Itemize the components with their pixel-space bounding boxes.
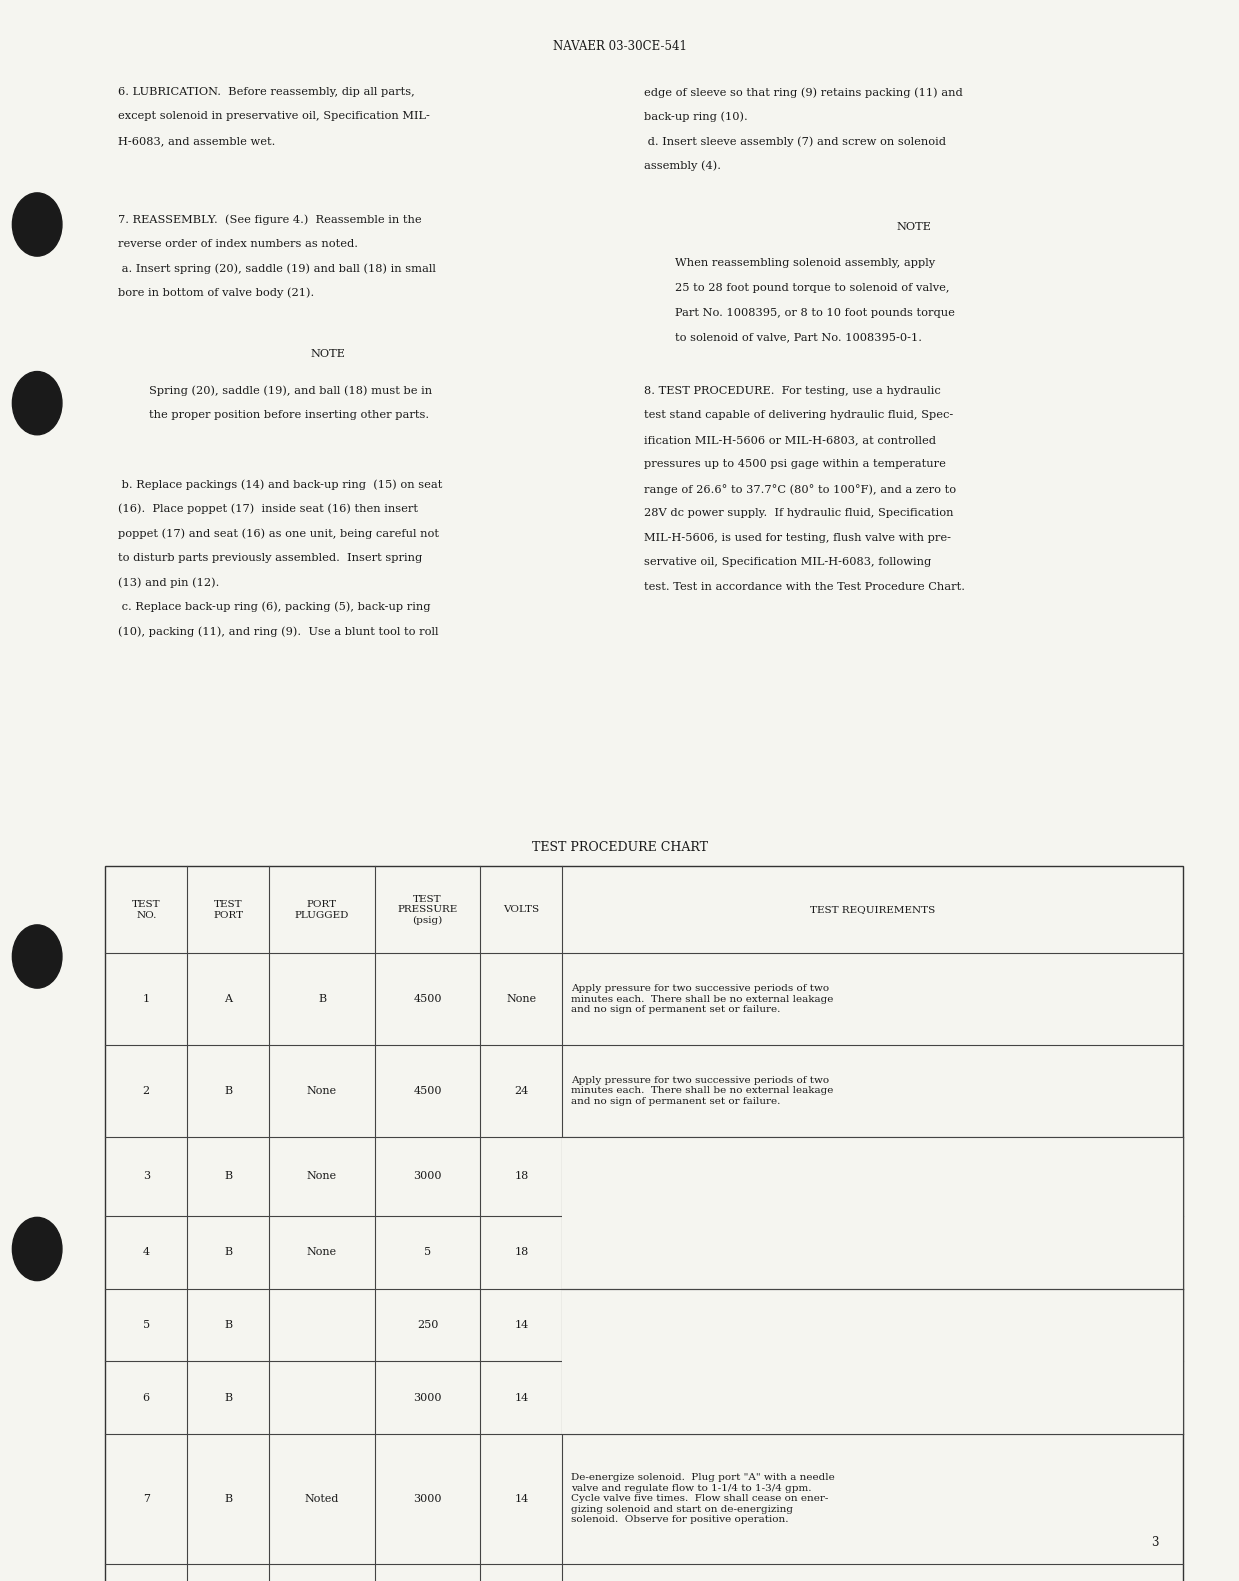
Text: (16).  Place poppet (17)  inside seat (16) then insert: (16). Place poppet (17) inside seat (16)…	[118, 503, 418, 514]
Text: 7. REASSEMBLY.  (See figure 4.)  Reassemble in the: 7. REASSEMBLY. (See figure 4.) Reassembl…	[118, 215, 421, 225]
Text: test stand capable of delivering hydraulic fluid, Spec-: test stand capable of delivering hydraul…	[644, 411, 954, 421]
Text: 25 to 28 foot pound torque to solenoid of valve,: 25 to 28 foot pound torque to solenoid o…	[675, 283, 950, 292]
Text: TEST REQUIREMENTS: TEST REQUIREMENTS	[810, 906, 935, 914]
Text: Spring (20), saddle (19), and ball (18) must be in: Spring (20), saddle (19), and ball (18) …	[149, 386, 432, 397]
Text: De-energize the solenoid and regulate flow to six
gpm.  Energize the solenoid.  : De-energize the solenoid and regulate fl…	[571, 1341, 831, 1382]
Text: 18: 18	[514, 1247, 529, 1257]
Circle shape	[12, 372, 62, 435]
Text: 6. LUBRICATION.  Before reassembly, dip all parts,: 6. LUBRICATION. Before reassembly, dip a…	[118, 87, 415, 96]
Text: A: A	[224, 994, 232, 1004]
Text: Apply pressure for two successive periods of two
minutes each.  There shall be n: Apply pressure for two successive period…	[571, 985, 834, 1013]
Text: Apply pressure for two successive periods of two
minutes each.  There shall be n: Apply pressure for two successive period…	[571, 1077, 834, 1105]
Text: 3000: 3000	[414, 1494, 442, 1504]
Text: the proper position before inserting other parts.: the proper position before inserting oth…	[149, 411, 429, 421]
Text: (13) and pin (12).: (13) and pin (12).	[118, 577, 219, 588]
Text: 3: 3	[142, 1172, 150, 1181]
Text: bore in bottom of valve body (21).: bore in bottom of valve body (21).	[118, 288, 313, 299]
Text: 7: 7	[142, 1494, 150, 1504]
Text: reverse order of index numbers as noted.: reverse order of index numbers as noted.	[118, 239, 358, 248]
Text: When reassembling solenoid assembly, apply: When reassembling solenoid assembly, app…	[675, 258, 935, 269]
Text: MIL-H-5606, is used for testing, flush valve with pre-: MIL-H-5606, is used for testing, flush v…	[644, 533, 952, 542]
Text: B: B	[224, 1172, 232, 1181]
Text: NAVAER 03-30CE-541: NAVAER 03-30CE-541	[553, 40, 686, 52]
Text: TEST
PRESSURE
(psig): TEST PRESSURE (psig)	[398, 895, 457, 925]
Text: 5: 5	[142, 1320, 150, 1330]
Text: B: B	[224, 1247, 232, 1257]
Text: 5: 5	[424, 1247, 431, 1257]
Text: back-up ring (10).: back-up ring (10).	[644, 111, 748, 122]
Text: 28V dc power supply.  If hydraulic fluid, Specification: 28V dc power supply. If hydraulic fluid,…	[644, 509, 954, 519]
Text: B: B	[224, 1494, 232, 1504]
Text: (10), packing (11), and ring (9).  Use a blunt tool to roll: (10), packing (11), and ring (9). Use a …	[118, 626, 439, 637]
Text: d. Insert sleeve assembly (7) and screw on solenoid: d. Insert sleeve assembly (7) and screw …	[644, 136, 947, 147]
Circle shape	[12, 193, 62, 256]
Text: ification MIL-H-5606 or MIL-H-6803, at controlled: ification MIL-H-5606 or MIL-H-6803, at c…	[644, 435, 937, 444]
Text: PORT
PLUGGED: PORT PLUGGED	[295, 900, 349, 920]
Text: pressures up to 4500 psi gage within a temperature: pressures up to 4500 psi gage within a t…	[644, 460, 947, 470]
Text: 18: 18	[514, 1172, 529, 1181]
Bar	[563, 1137, 1183, 1289]
Text: c. Replace back-up ring (6), packing (5), back-up ring: c. Replace back-up ring (6), packing (5)…	[118, 601, 430, 612]
Circle shape	[12, 925, 62, 988]
Text: 6: 6	[142, 1393, 150, 1402]
Text: poppet (17) and seat (16) as one unit, being careful not: poppet (17) and seat (16) as one unit, b…	[118, 528, 439, 539]
Text: None: None	[307, 1247, 337, 1257]
Text: 24: 24	[514, 1086, 529, 1096]
Text: 14: 14	[514, 1320, 529, 1330]
Text: NOTE: NOTE	[311, 349, 346, 359]
Text: to disturb parts previously assembled.  Insert spring: to disturb parts previously assembled. I…	[118, 552, 422, 563]
Text: range of 26.6° to 37.7°C (80° to 100°F), and a zero to: range of 26.6° to 37.7°C (80° to 100°F),…	[644, 484, 957, 495]
Text: to solenoid of valve, Part No. 1008395-0-1.: to solenoid of valve, Part No. 1008395-0…	[675, 332, 922, 341]
Text: 14: 14	[514, 1494, 529, 1504]
Text: None: None	[307, 1172, 337, 1181]
Text: assembly (4).: assembly (4).	[644, 161, 721, 171]
Text: 3000: 3000	[414, 1393, 442, 1402]
Text: TEST
NO.: TEST NO.	[133, 900, 161, 920]
Text: Energize solenoid before applying pressure.  Apply
pressure for four minutes eac: Energize solenoid before applying pressu…	[571, 1187, 841, 1238]
Bar	[105, 866, 1183, 1581]
Text: 8. TEST PROCEDURE.  For testing, use a hydraulic: 8. TEST PROCEDURE. For testing, use a hy…	[644, 386, 942, 395]
Text: 14: 14	[514, 1393, 529, 1402]
Text: Noted: Noted	[305, 1494, 339, 1504]
Text: b. Replace packings (14) and back-up ring  (15) on seat: b. Replace packings (14) and back-up rin…	[118, 479, 442, 490]
Text: B: B	[224, 1393, 232, 1402]
Text: Part No. 1008395, or 8 to 10 foot pounds torque: Part No. 1008395, or 8 to 10 foot pounds…	[675, 307, 955, 318]
Text: B: B	[318, 994, 326, 1004]
Text: TEST PROCEDURE CHART: TEST PROCEDURE CHART	[532, 841, 707, 854]
Text: B: B	[224, 1086, 232, 1096]
Text: 2: 2	[142, 1086, 150, 1096]
Text: 3000: 3000	[414, 1172, 442, 1181]
Text: 4: 4	[142, 1247, 150, 1257]
Text: 1: 1	[142, 994, 150, 1004]
Text: 4500: 4500	[414, 1086, 442, 1096]
Text: 3: 3	[1151, 1537, 1158, 1549]
Text: 250: 250	[418, 1320, 439, 1330]
Text: a. Insert spring (20), saddle (19) and ball (18) in small: a. Insert spring (20), saddle (19) and b…	[118, 264, 436, 274]
Text: None: None	[307, 1086, 337, 1096]
Text: TEST
PORT: TEST PORT	[213, 900, 243, 920]
Text: H-6083, and assemble wet.: H-6083, and assemble wet.	[118, 136, 275, 145]
Text: None: None	[507, 994, 536, 1004]
Text: except solenoid in preservative oil, Specification MIL-: except solenoid in preservative oil, Spe…	[118, 111, 430, 122]
Bar	[563, 1289, 1183, 1434]
Text: edge of sleeve so that ring (9) retains packing (11) and: edge of sleeve so that ring (9) retains …	[644, 87, 963, 98]
Circle shape	[12, 1217, 62, 1281]
Text: servative oil, Specification MIL-H-6083, following: servative oil, Specification MIL-H-6083,…	[644, 558, 932, 568]
Text: De-energize solenoid.  Plug port "A" with a needle
valve and regulate flow to 1-: De-energize solenoid. Plug port "A" with…	[571, 1473, 835, 1524]
Text: test. Test in accordance with the Test Procedure Chart.: test. Test in accordance with the Test P…	[644, 582, 965, 591]
Text: 4500: 4500	[414, 994, 442, 1004]
Text: B: B	[224, 1320, 232, 1330]
Text: VOLTS: VOLTS	[503, 906, 539, 914]
Text: NOTE: NOTE	[896, 221, 932, 232]
